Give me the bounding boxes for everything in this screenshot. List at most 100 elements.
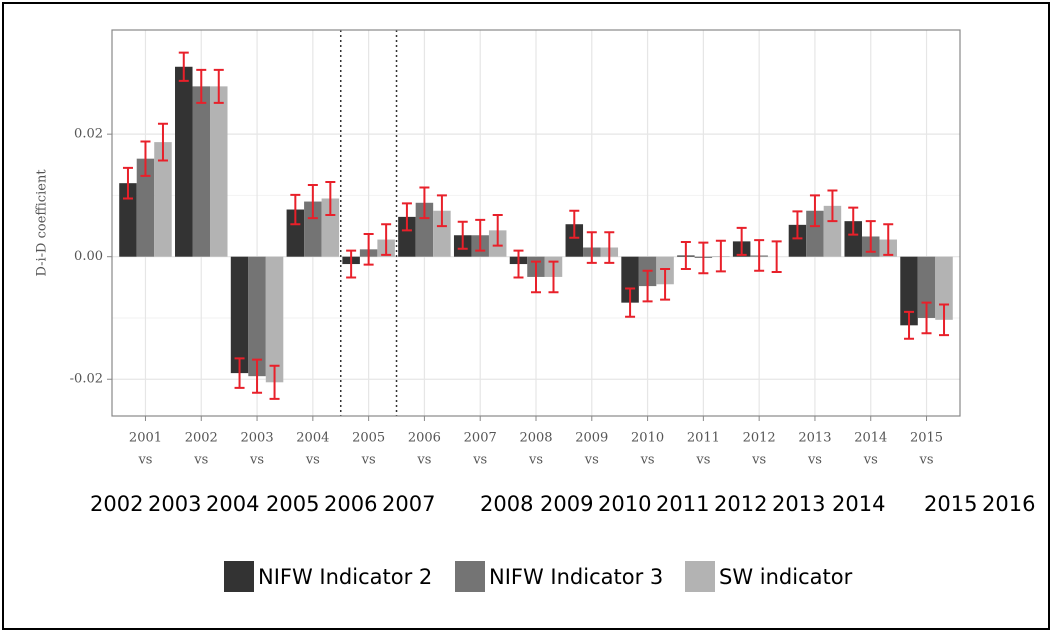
bar [119,183,137,257]
error-bar [883,223,894,256]
bar [304,201,322,257]
x-tick-label: 2007 [464,431,497,446]
error-bar [475,218,486,252]
error-bar [457,220,468,250]
x-tick-sublabel: vs [249,453,264,468]
error-bar [363,233,374,266]
error-bar-line [660,267,671,301]
bottom-label: 2014 [832,492,885,516]
legend-swatch [224,561,254,592]
bottom-label: 2010 [598,492,651,516]
y-tick-label: 0.02 [74,127,103,142]
error-bar [346,249,357,279]
error-bar [792,210,803,240]
error-bar-line [604,231,615,264]
x-tick-sublabel: vs [193,453,208,468]
error-bar [401,202,412,232]
x-tick-sublabel: vs [584,453,599,468]
error-bar [269,364,280,400]
x-tick-label: 2011 [687,431,720,446]
error-bar [492,214,503,247]
x-tick-label: 2003 [241,431,274,446]
bar [415,202,434,257]
bottom-label: 2011 [656,492,709,516]
error-bar-line [642,269,653,303]
error-bar [325,180,336,217]
x-tick-label: 2013 [798,431,831,446]
y-axis-label: D-i-D coefficient [35,169,50,277]
legend-label: SW indicator [719,565,853,589]
error-bar-line [401,202,412,232]
error-bar [531,260,541,294]
error-bar-line [715,239,726,273]
error-bar [196,68,207,104]
bottom-label: 2003 [148,492,201,516]
error-bar [513,249,524,279]
error-bar [213,68,224,104]
error-bar [122,166,133,200]
error-bar [809,194,820,228]
error-bar [419,186,430,220]
error-bar [660,267,671,301]
error-bar [698,241,709,275]
legend-label: NIFW Indicator 3 [489,565,663,589]
error-bar-line [307,184,318,220]
bar [806,210,824,257]
error-bar [939,303,950,337]
error-bar [921,301,932,335]
bottom-label: 2004 [206,492,259,516]
x-tick-sublabel: vs [640,453,655,468]
error-bar-line [865,220,876,253]
x-tick-label: 2009 [575,431,608,446]
error-bar [848,206,859,236]
y-tick-label: -0.02 [70,372,103,387]
error-bar-line [269,364,280,400]
error-bar [827,189,838,223]
error-bar-line [457,220,468,250]
error-bar-line [436,194,447,228]
error-bar-line [252,358,263,394]
bar [175,66,193,257]
bottom-label: 2016 [982,492,1035,516]
bar [565,224,584,257]
bar [433,210,451,257]
error-bar-line [680,240,691,270]
x-tick-sublabel: vs [416,453,431,468]
x-tick-sublabel: vs [807,453,822,468]
bar [192,86,211,257]
legend-label: NIFW Indicator 2 [258,565,432,589]
error-bar [715,239,726,273]
bottom-label: 2012 [714,492,767,516]
x-tick-sublabel: vs [137,453,152,468]
error-bar-line [363,233,374,266]
bar [900,256,918,326]
x-tick-sublabel: vs [361,453,376,468]
error-bar-line [325,180,336,217]
x-tick-label: 2005 [352,431,385,446]
bar [823,205,842,257]
bar [844,221,862,257]
error-bar-line [178,51,189,82]
error-bar [604,231,615,264]
bar [210,86,228,257]
x-tick-label: 2012 [743,431,776,446]
error-bar-line [848,206,859,236]
error-bar-line [381,223,392,256]
error-bar-line [213,68,224,104]
x-tick-label: 2015 [910,431,943,446]
x-tick-sublabel: vs [528,453,543,468]
x-tick-label: 2010 [631,431,664,446]
error-bar-line [771,240,782,274]
bar [286,209,305,257]
error-bar-line [883,223,894,256]
error-bar-line [234,357,245,389]
x-tick-sublabel: vs [695,453,710,468]
error-bar-line [492,214,503,247]
error-bar [642,269,653,303]
error-bar-line [475,218,486,252]
error-bar-line [736,226,747,256]
error-bar [754,239,765,272]
legend-swatch [685,561,715,592]
bar [321,198,340,257]
